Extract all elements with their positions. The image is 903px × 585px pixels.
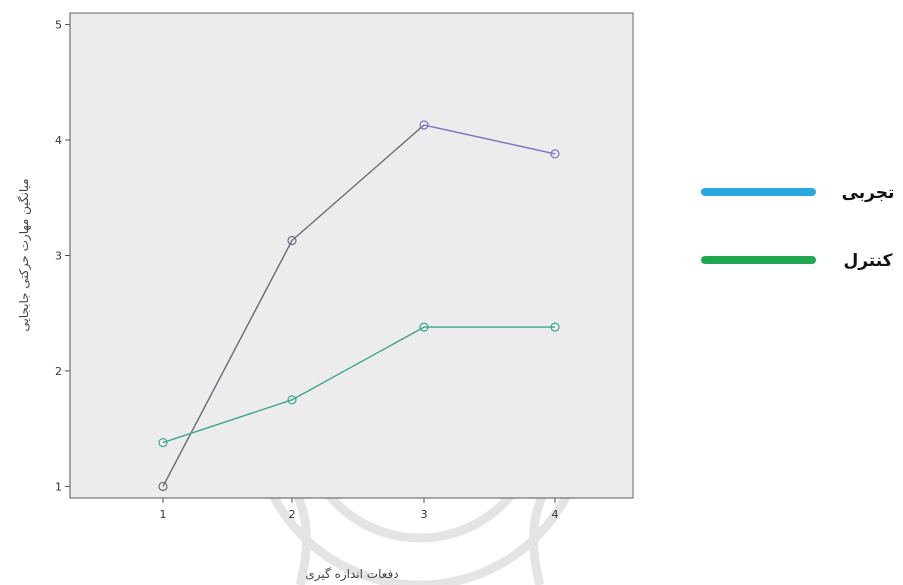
x-tick-label: 4 <box>552 508 559 521</box>
data-point <box>158 481 168 492</box>
plot-area <box>69 12 634 499</box>
y-tick-label: 5 <box>55 19 62 32</box>
series-line-segment <box>162 240 293 487</box>
y-tick-label: 3 <box>55 250 62 263</box>
y-tick-label: 1 <box>55 480 62 493</box>
series-line-segment <box>162 399 293 444</box>
x-axis-ticks: 1 2 3 4 <box>160 498 559 521</box>
series-line-segment <box>423 124 556 155</box>
x-axis-title: دفعات اندازه گیری <box>305 567 398 582</box>
data-point <box>419 322 429 332</box>
legend-label-control: کنترل <box>843 251 892 271</box>
series-0 <box>158 120 560 492</box>
data-point <box>287 395 297 405</box>
data-point <box>287 235 297 246</box>
x-tick-label: 3 <box>421 508 428 521</box>
y-tick-label: 4 <box>55 134 62 147</box>
y-tick-label: 2 <box>55 365 62 378</box>
data-point <box>158 437 168 448</box>
data-point <box>550 322 560 332</box>
y-axis-ticks: 1 2 3 4 5 <box>55 19 70 493</box>
series-line-segment <box>291 124 425 242</box>
data-point <box>550 149 560 159</box>
series-line-segment <box>291 326 425 401</box>
data-point <box>419 120 429 130</box>
y-axis-title: میانگین مهارت حرکتی جابجایی <box>17 178 32 331</box>
series-layer <box>158 120 560 492</box>
legend-label-tajrobi: تجربی <box>842 183 895 203</box>
legend: تجربی کنترل <box>701 183 895 271</box>
x-tick-label: 2 <box>289 508 296 521</box>
series-1 <box>158 322 560 448</box>
x-tick-label: 1 <box>160 508 167 521</box>
